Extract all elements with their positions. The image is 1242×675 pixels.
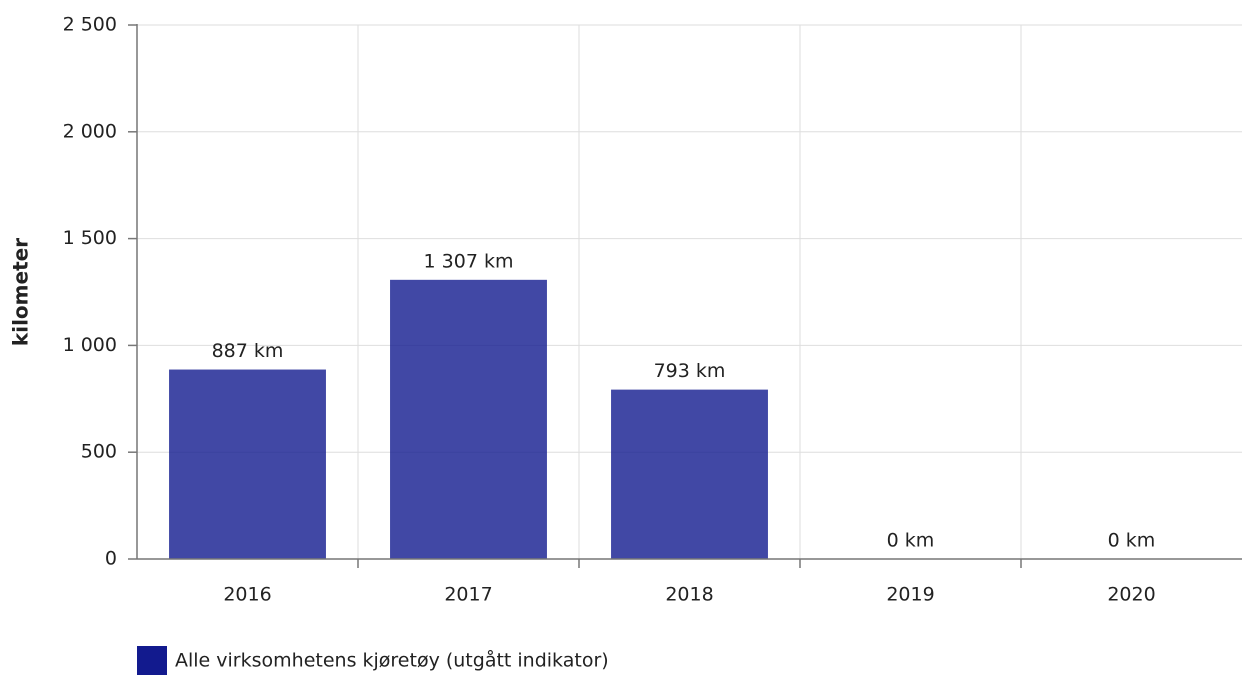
y-axis-label: kilometer bbox=[9, 238, 33, 346]
x-tick-label: 2017 bbox=[444, 584, 492, 606]
y-tick-label: 1 500 bbox=[63, 227, 117, 249]
x-tick-label: 2018 bbox=[665, 584, 713, 606]
y-tick-label: 0 bbox=[105, 548, 117, 570]
bar bbox=[390, 279, 547, 559]
legend-label: Alle virksomhetens kjøretøy (utgått indi… bbox=[175, 649, 609, 672]
x-tick-label: 2016 bbox=[223, 584, 271, 606]
y-tick-label: 1 000 bbox=[63, 334, 117, 356]
data-label: 887 km bbox=[212, 340, 284, 362]
bar bbox=[611, 389, 768, 559]
data-label: 793 km bbox=[654, 360, 726, 382]
y-tick-label: 2 000 bbox=[63, 120, 117, 142]
bar bbox=[169, 369, 326, 559]
x-tick-label: 2019 bbox=[886, 584, 934, 606]
data-label: 0 km bbox=[1108, 530, 1156, 552]
data-label: 1 307 km bbox=[424, 250, 514, 272]
x-tick-label: 2020 bbox=[1107, 584, 1155, 606]
legend-swatch bbox=[137, 646, 167, 675]
data-label: 0 km bbox=[887, 530, 935, 552]
y-tick-label: 2 500 bbox=[63, 14, 117, 36]
y-tick-label: 500 bbox=[81, 441, 117, 463]
